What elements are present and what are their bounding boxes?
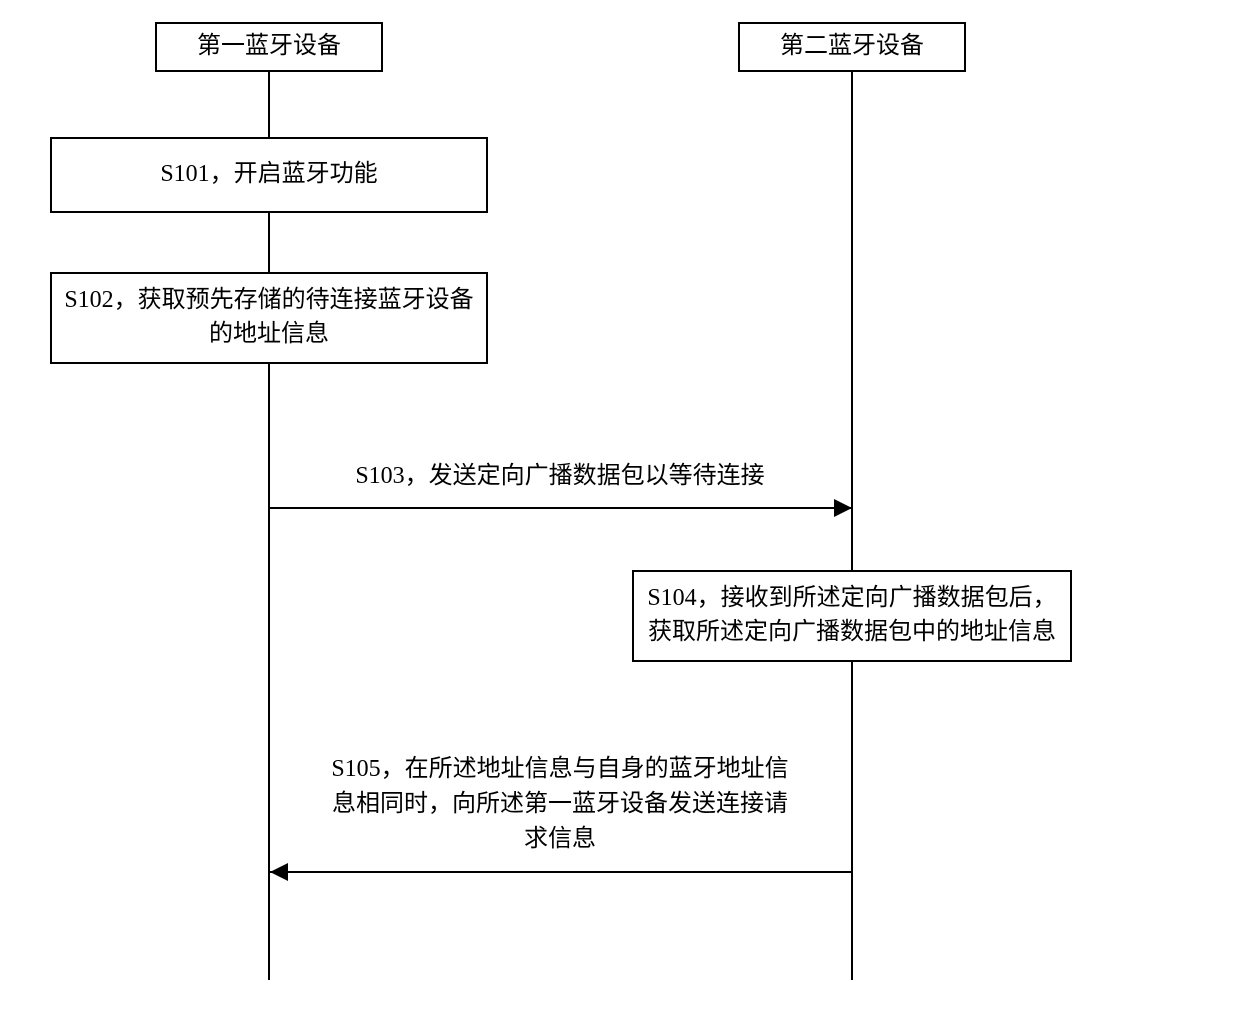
step-s102-label: S102，获取预先存储的待连接蓝牙设备的地址信息 bbox=[62, 284, 476, 351]
lifeline-device2 bbox=[851, 72, 853, 980]
message-s103-label: S103，发送定向广播数据包以等待连接 bbox=[300, 459, 820, 494]
step-s101: S101，开启蓝牙功能 bbox=[50, 137, 488, 213]
message-s105-label: S105，在所述地址信息与自身的蓝牙地址信息相同时，向所述第一蓝牙设备发送连接请… bbox=[330, 752, 790, 856]
step-s102: S102，获取预先存储的待连接蓝牙设备的地址信息 bbox=[50, 272, 488, 364]
step-s104: S104，接收到所述定向广播数据包后，获取所述定向广播数据包中的地址信息 bbox=[632, 570, 1072, 662]
step-s101-label: S101，开启蓝牙功能 bbox=[160, 158, 377, 192]
participant-device2-label: 第二蓝牙设备 bbox=[780, 30, 924, 64]
participant-device1: 第一蓝牙设备 bbox=[155, 22, 383, 72]
message-s105-arrow bbox=[270, 860, 852, 884]
sequence-diagram: 第一蓝牙设备 第二蓝牙设备 S101，开启蓝牙功能 S102，获取预先存储的待连… bbox=[0, 0, 1240, 1024]
participant-device1-label: 第一蓝牙设备 bbox=[197, 30, 341, 64]
step-s104-label: S104，接收到所述定向广播数据包后，获取所述定向广播数据包中的地址信息 bbox=[644, 582, 1060, 649]
message-s103-arrow bbox=[270, 496, 852, 520]
participant-device2: 第二蓝牙设备 bbox=[738, 22, 966, 72]
